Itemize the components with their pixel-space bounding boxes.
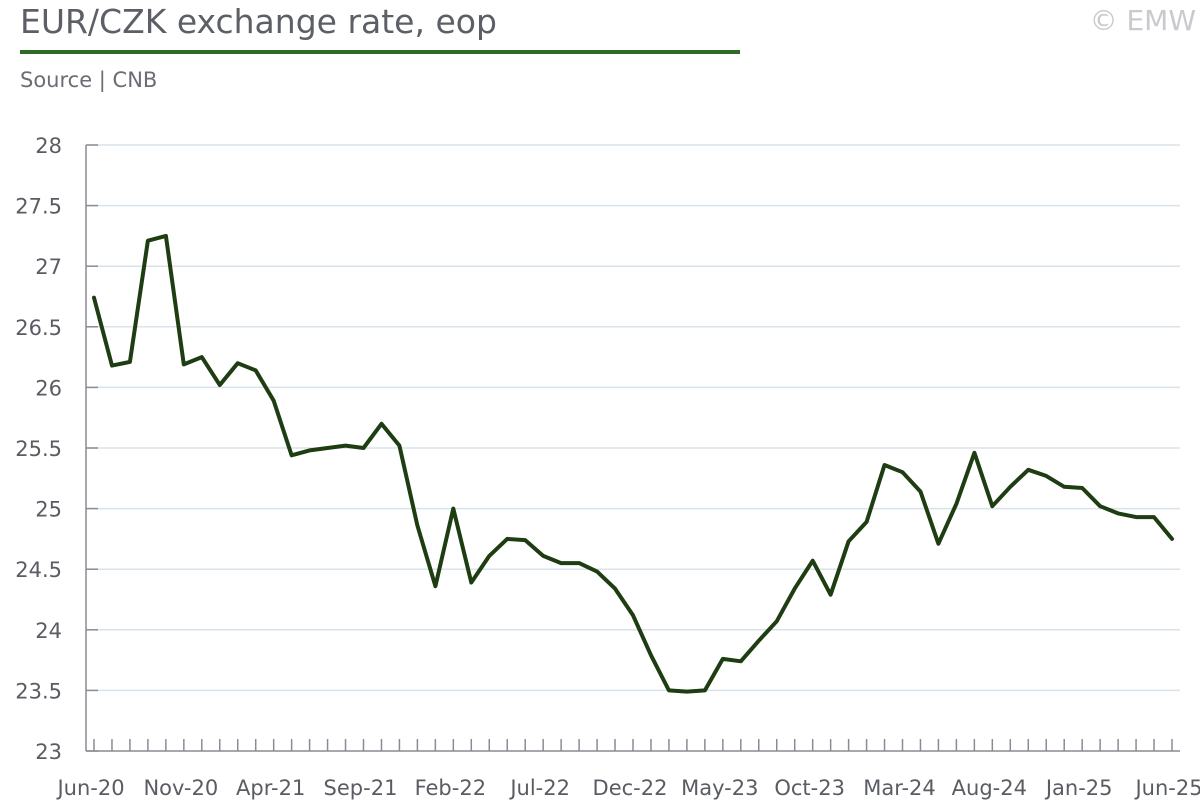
- series-line: [92, 233, 1174, 694]
- y-tick-label: 24.5: [15, 558, 62, 582]
- y-tick-label: 26: [35, 376, 62, 400]
- chart-title: EUR/CZK exchange rate, eop: [20, 2, 497, 41]
- x-tick-label: Sep-21: [324, 776, 398, 800]
- y-tick-label: 27: [35, 255, 62, 279]
- x-tick-label: Jan-25: [1044, 776, 1113, 800]
- x-tick-label: Oct-23: [774, 776, 845, 800]
- title-underline: [20, 50, 740, 54]
- x-tick-label: Jun-20: [55, 776, 124, 800]
- copyright-watermark: © EMW: [1089, 4, 1196, 37]
- x-tick-label: Nov-20: [143, 776, 218, 800]
- x-tick-label: Jun-25: [1133, 776, 1200, 800]
- source-label: Source | CNB: [20, 68, 158, 92]
- y-tick-label: 23: [35, 740, 62, 764]
- y-tick-label: 28: [35, 134, 62, 158]
- x-tick-label: Dec-22: [593, 776, 668, 800]
- x-tick-label: Jul-22: [508, 776, 570, 800]
- x-tick-label: Feb-22: [415, 776, 486, 800]
- y-tick-label: 26.5: [15, 316, 62, 340]
- x-tick-label: May-23: [681, 776, 758, 800]
- y-tick-label: 25.5: [15, 437, 62, 461]
- x-tick-label: Aug-24: [952, 776, 1027, 800]
- y-tick-label: 24: [35, 619, 62, 643]
- y-tick-label: 27.5: [15, 195, 62, 219]
- x-tick-label: Mar-24: [863, 776, 936, 800]
- x-tick-label: Apr-21: [236, 776, 305, 800]
- y-tick-label: 25: [35, 498, 62, 522]
- y-tick-label: 23.5: [15, 679, 62, 703]
